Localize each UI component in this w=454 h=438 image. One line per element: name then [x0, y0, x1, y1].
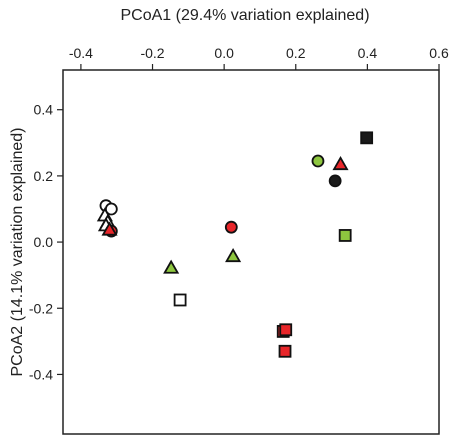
x-tick-label: 0.2 — [286, 45, 306, 61]
red-triangle-point — [332, 155, 349, 171]
x-tick-label: -0.4 — [69, 45, 93, 61]
black-square-point — [360, 131, 374, 145]
y-tick-label: -0.2 — [29, 300, 53, 316]
data-points — [96, 131, 374, 358]
y-tick-label: 0.4 — [34, 102, 54, 118]
x-tick-label: 0.4 — [358, 45, 378, 61]
green-triangle-point — [225, 247, 242, 263]
black-circle-point — [328, 174, 342, 188]
green-circle-point — [311, 154, 325, 168]
white-square-point — [173, 293, 187, 307]
x-axis-title: PCoA1 (29.4% variation explained) — [120, 7, 369, 24]
red-circle-point — [224, 220, 238, 234]
red-triangle-point — [101, 221, 118, 236]
x-tick-label: 0.6 — [429, 45, 449, 61]
y-tick-label: 0.0 — [34, 234, 54, 250]
green-square-point — [338, 229, 352, 242]
y-axis-title: PCoA2 (14.1% variation explained) — [9, 127, 26, 376]
green-triangle-point — [163, 259, 180, 274]
x-axis-ticks: -0.4 -0.2 0.0 0.2 0.4 0.6 — [69, 45, 449, 70]
y-tick-label: 0.2 — [34, 168, 54, 184]
red-square-point — [279, 323, 293, 337]
plot-frame — [62, 69, 440, 435]
red-square-point — [278, 344, 292, 358]
x-tick-label: -0.2 — [140, 45, 164, 61]
y-axis-ticks: 0.4 0.2 0.0 -0.2 -0.4 — [29, 102, 63, 382]
x-tick-label: 0.0 — [214, 45, 234, 61]
y-tick-label: -0.4 — [29, 366, 53, 382]
